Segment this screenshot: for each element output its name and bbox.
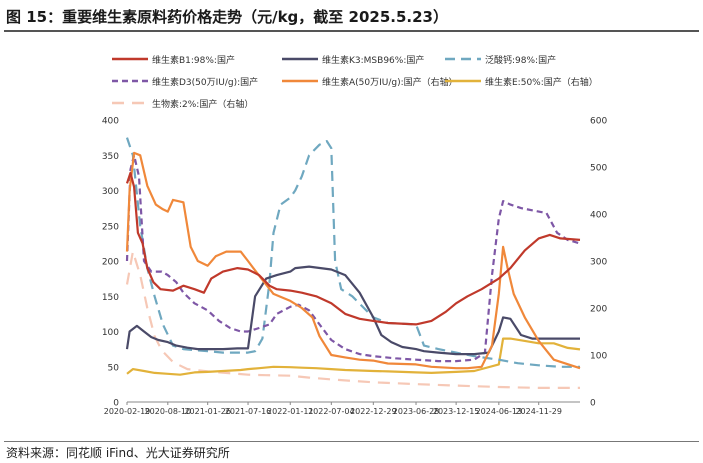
price-chart: 维生素B1:98%:国产 维生素K3:MSB96%:国产 泛酸钙:98%:国产维生素… [102, 54, 608, 417]
x-tick-label: 2022-07-04 [308, 407, 355, 416]
y-left-tick-label: 50 [108, 363, 120, 373]
top-rule [4, 30, 699, 32]
chart-axes: 0 50 100 150 200 250 300 350 400 0 100 200 300 400 500… [102, 117, 608, 417]
legend-label-d3: 维生素D3(50万IU/g):国产 [152, 76, 258, 88]
series-line-bio [125, 250, 580, 389]
series-line-d3 [125, 154, 581, 363]
legend-label-e: 维生素E:50%:国产（右轴） [485, 76, 598, 88]
x-tick-label: 2024-11-29 [515, 407, 562, 416]
x-tick-label: 2024-06-13 [476, 407, 523, 416]
source-note: 资料来源：同花顺 iFind、光大证券研究所 [6, 446, 230, 460]
y-left-tick-label: 300 [102, 187, 119, 197]
y-right-tick-label: 300 [590, 258, 607, 268]
series-line-pan [125, 137, 580, 368]
x-tick-label: 2021-07-16 [225, 407, 272, 416]
legend-label-b1: 维生素B1:98%:国产 [152, 54, 235, 66]
y-left-tick-label: 0 [113, 399, 119, 409]
x-tick-label: 2023-12-15 [433, 407, 480, 416]
x-tick-label: 2020-08-10 [145, 407, 192, 416]
chart-series [125, 137, 581, 389]
y-right-tick-label: 100 [590, 352, 607, 362]
legend-label-a: 维生素A(50万IU/g):国产（右轴） [322, 76, 458, 88]
y-left-tick-label: 250 [102, 222, 119, 232]
y-right-tick-label: 400 [590, 211, 607, 221]
x-tick-label: 2022-01-11 [267, 407, 314, 416]
y-left-tick-label: 350 [102, 152, 119, 162]
y-left-tick-label: 400 [102, 117, 119, 127]
y-right-tick-label: 500 [590, 164, 607, 174]
legend-label-pan: 泛酸钙:98%:国产 [485, 54, 556, 66]
series-line-a [125, 151, 581, 370]
x-tick-label: 2020-02-19 [104, 407, 151, 416]
figure-title: 图 15：重要维生素原料药价格走势（元/kg，截至 2025.5.23） [6, 8, 448, 26]
y-right-tick-label: 200 [590, 305, 607, 315]
legend-label-k3: 维生素K3:MSB96%:国产 [322, 54, 424, 66]
y-left-tick-label: 150 [102, 293, 119, 303]
x-tick-label: 2021-01-26 [184, 407, 231, 416]
bottom-rule [4, 441, 699, 442]
x-tick-label: 2022-12-29 [350, 407, 397, 416]
series-line-e [126, 337, 581, 376]
series-line-b1 [125, 171, 581, 326]
y-right-tick-label: 0 [590, 399, 596, 409]
series-line-k3 [125, 265, 580, 356]
y-left-tick-label: 100 [102, 328, 119, 338]
x-tick-label: 2023-06-28 [393, 407, 440, 416]
legend-label-bio: 生物素:2%:国产（右轴） [152, 98, 253, 110]
chart-legend: 维生素B1:98%:国产 维生素K3:MSB96%:国产 泛酸钙:98%:国产维生素… [112, 54, 598, 110]
y-right-tick-label: 600 [590, 117, 607, 127]
y-left-tick-label: 200 [102, 258, 119, 268]
